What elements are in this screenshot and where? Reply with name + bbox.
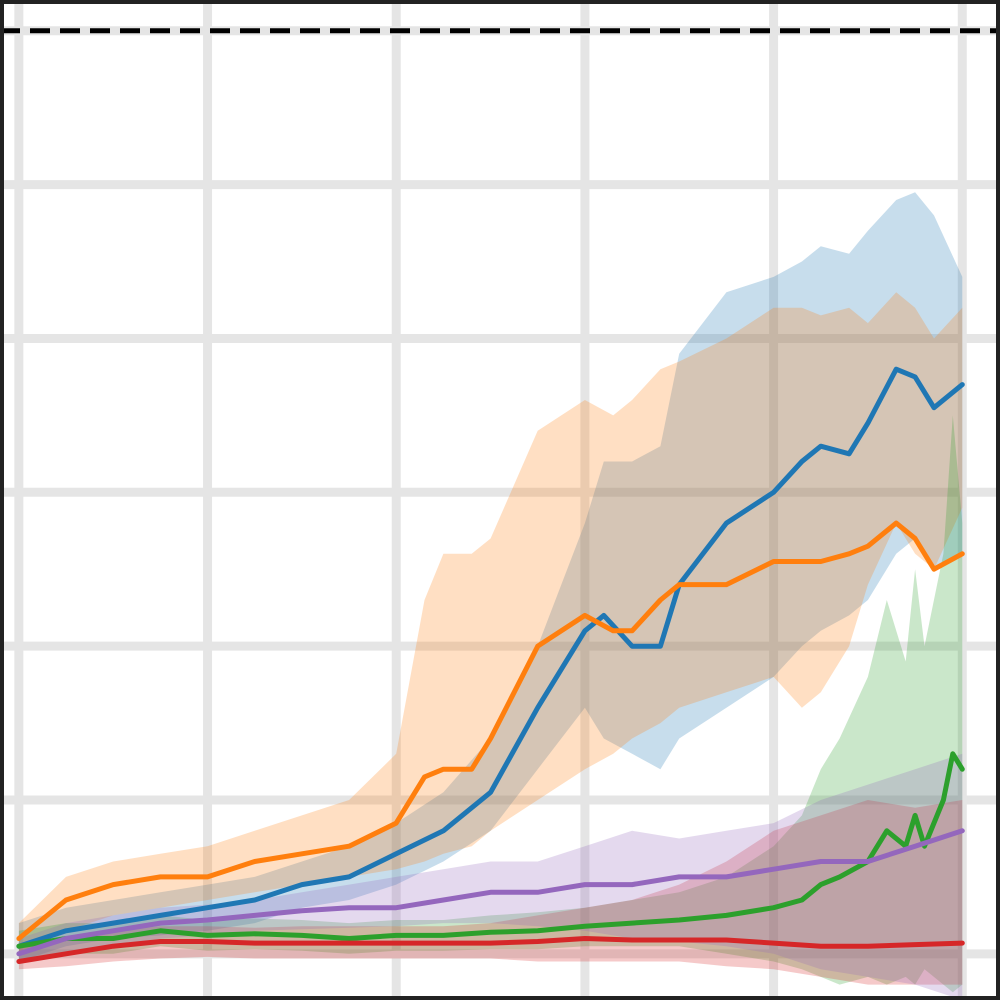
- series-line-1: [16, 366, 965, 949]
- series-lines: [16, 366, 965, 964]
- series-line-4: [16, 936, 965, 964]
- confidence-band-1: [18, 192, 963, 962]
- series-line-2: [16, 520, 965, 941]
- confidence-band-2: [18, 292, 963, 954]
- series-line-3: [16, 751, 965, 949]
- series-line-5: [16, 828, 965, 957]
- confidence-band-3: [18, 415, 963, 993]
